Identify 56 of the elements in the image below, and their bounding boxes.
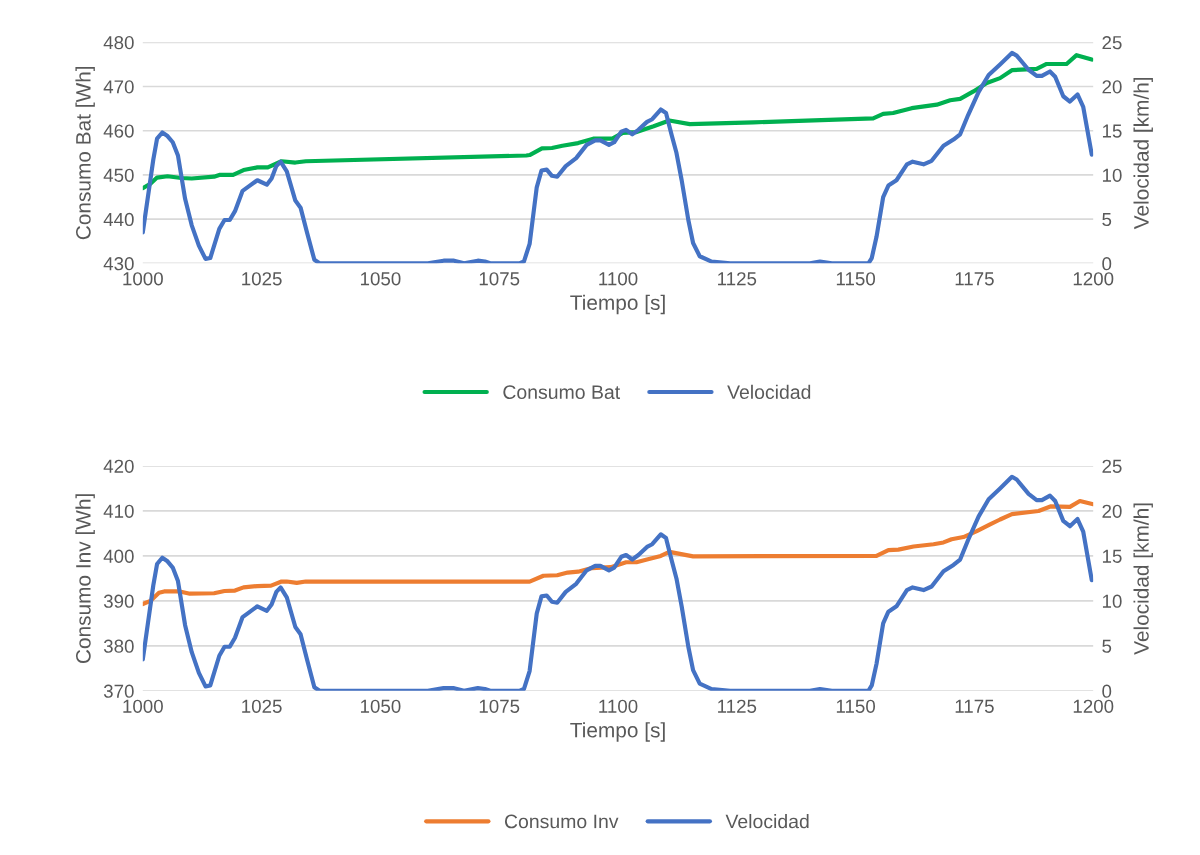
- y2-tick-label: 5: [1102, 639, 1112, 653]
- y-tick-label: 450: [103, 168, 134, 182]
- x-tick-label: 1050: [360, 699, 401, 713]
- x-tick-label: 1175: [955, 699, 994, 713]
- y2-tick-label: 20: [1102, 504, 1122, 518]
- y-tick-label: 440: [103, 212, 134, 227]
- y-tick-label: 430: [103, 257, 134, 271]
- x-axis-title: Tiempo [s]: [570, 294, 665, 315]
- legend-label: Consumo Inv: [504, 814, 619, 829]
- x-tick-label: 1000: [123, 699, 163, 713]
- x-tick-label: 1200: [1073, 699, 1114, 713]
- x-tick-label: 1025: [242, 272, 282, 286]
- legend-label: Velocidad: [727, 384, 811, 399]
- y2-axis-title: Velocidad [km/h]: [1133, 503, 1153, 655]
- y-tick-label: 460: [103, 124, 134, 138]
- y-tick-label: 470: [103, 80, 134, 94]
- y-axis-title: Consumo Bat [Wh]: [75, 66, 95, 240]
- x-tick-label: 1125: [718, 272, 757, 286]
- y-tick-label: 410: [103, 504, 134, 518]
- y2-axis-title: Velocidad [km/h]: [1133, 77, 1153, 230]
- x-tick-label: 1100: [599, 272, 638, 286]
- line-series: [142, 50, 1094, 264]
- legend-label: Velocidad: [725, 814, 809, 829]
- x-tick-label: 1125: [718, 699, 757, 713]
- y-tick-label: 390: [103, 594, 134, 608]
- y2-tick-label: 5: [1102, 213, 1112, 227]
- x-tick-label: 1000: [123, 272, 163, 286]
- x-tick-label: 1100: [599, 699, 638, 713]
- x-tick-label: 1050: [360, 272, 401, 286]
- line-series: [142, 498, 1094, 607]
- y2-tick-label: 25: [1102, 459, 1122, 473]
- y-tick-label: 400: [103, 549, 134, 563]
- legend-label: Consumo Bat: [503, 385, 621, 399]
- x-tick-label: 1025: [242, 699, 282, 713]
- y2-tick-label: 0: [1102, 684, 1112, 698]
- y-axis-title: Consumo Inv [Wh]: [75, 494, 95, 664]
- x-tick-label: 1075: [479, 699, 520, 713]
- y2-tick-label: 10: [1102, 168, 1122, 182]
- line-series: [142, 474, 1094, 691]
- y-tick-label: 380: [103, 639, 134, 653]
- line-series: [142, 53, 1094, 191]
- y2-tick-label: 20: [1102, 80, 1122, 94]
- y2-tick-label: 0: [1102, 257, 1112, 271]
- x-tick-label: 1150: [836, 699, 876, 713]
- y-tick-label: 480: [103, 36, 134, 50]
- x-tick-label: 1175: [955, 272, 994, 286]
- y2-tick-label: 25: [1102, 36, 1122, 50]
- y2-tick-label: 10: [1102, 594, 1122, 608]
- y-tick-label: 370: [103, 684, 134, 698]
- x-tick-label: 1075: [479, 272, 520, 286]
- y2-tick-label: 15: [1102, 549, 1122, 563]
- y-tick-label: 420: [103, 459, 134, 473]
- y2-tick-label: 15: [1102, 124, 1122, 138]
- x-axis-title: Tiempo [s]: [570, 722, 665, 742]
- x-tick-label: 1200: [1073, 272, 1114, 286]
- x-tick-label: 1150: [836, 272, 876, 286]
